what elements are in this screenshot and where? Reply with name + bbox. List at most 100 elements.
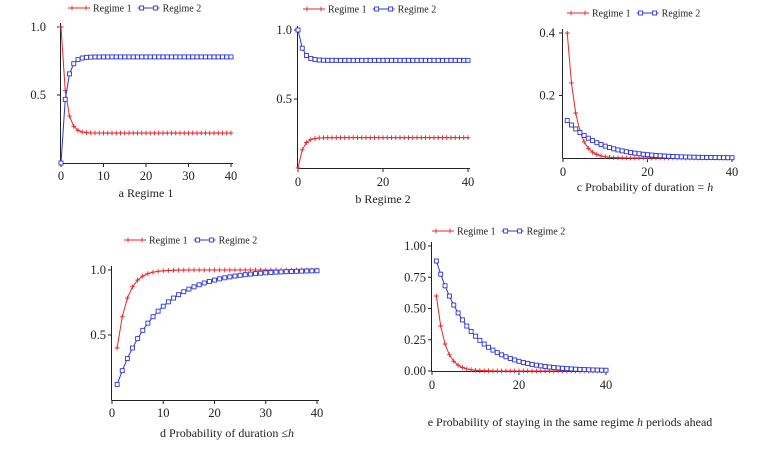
data-point [481,341,487,347]
data-point [516,368,522,374]
data-point [147,130,153,136]
data-point [636,155,642,161]
data-point [494,350,500,356]
data-point [461,57,467,63]
data-point [194,130,200,136]
legend-marker [125,237,131,243]
data-point [186,267,192,273]
data-point [164,130,170,136]
data-point [224,130,230,136]
data-point [130,54,136,60]
data-point [418,135,424,141]
data-point [397,135,403,141]
data-point [542,368,548,374]
data-point [547,364,552,370]
data-point [273,269,279,275]
data-point [122,130,128,136]
data-point [101,54,106,60]
data-point [452,57,458,63]
data-point [628,155,633,161]
data-point [126,54,132,60]
data-point [363,135,369,141]
data-point [124,295,130,301]
data-point [177,130,183,136]
data-point [611,146,617,152]
data-point [312,57,318,63]
data-point [96,54,102,60]
data-point [551,365,557,370]
data-point [58,160,64,166]
panel-c: 0 20 40 0.4 0.2 Regime 1 Regime 2 c Probability… [539,9,738,195]
data-point [304,140,309,145]
legend-marker [568,10,574,16]
data-point [130,130,136,136]
data-point [224,54,230,60]
legend-label: Regime 2 [219,236,258,247]
data-point [564,30,570,36]
data-point [507,368,513,374]
data-point [201,267,207,273]
data-point [88,54,94,60]
data-point [636,151,642,157]
data-point [150,269,156,275]
data-point [657,153,663,159]
data-point [67,71,72,77]
data-point [687,154,693,160]
data-point [350,57,356,63]
data-point [594,152,600,157]
data-point [721,155,726,161]
legend-marker [652,10,658,16]
data-point [135,277,141,283]
series-2-b [295,27,471,63]
data-point [156,130,162,136]
data-point [433,293,439,299]
y-tick-label: 0.5 [276,92,292,106]
data-point [232,267,238,273]
data-point [585,135,591,141]
data-point [295,27,301,33]
y-tick-label: 0.75 [404,270,426,284]
data-point [92,130,98,136]
data-point [160,130,166,136]
data-point [538,363,544,369]
data-point [206,279,212,284]
legend-marker [503,228,509,234]
data-point [278,269,284,275]
data-point [473,367,478,373]
data-point [215,130,221,136]
data-point [423,57,428,63]
data-point [350,135,356,141]
data-point [455,362,461,368]
data-point [109,130,115,136]
panel-caption: a Regime 1 [119,186,174,200]
data-point [477,368,483,373]
data-point [581,367,587,373]
data-point [130,345,135,351]
data-point [338,135,343,141]
data-point [333,135,339,141]
data-point [321,57,326,63]
data-point [414,57,420,63]
x-tick-label: 20 [140,169,153,183]
legend-marker [153,5,159,11]
data-point [397,57,403,63]
data-point [253,271,258,277]
data-point [198,130,204,136]
data-point [444,135,450,141]
series-line [297,29,468,61]
data-point [594,367,600,373]
data-point [573,110,579,116]
data-point [525,368,531,374]
data-point [181,54,187,60]
data-point [338,57,343,63]
series-1-b [295,135,471,171]
data-point [147,54,153,60]
data-point [678,154,684,160]
data-point [725,155,731,161]
data-point [118,130,123,136]
data-point [594,140,600,146]
data-point [384,135,390,141]
data-point [640,151,646,157]
data-point [590,367,596,373]
data-point [473,333,478,339]
